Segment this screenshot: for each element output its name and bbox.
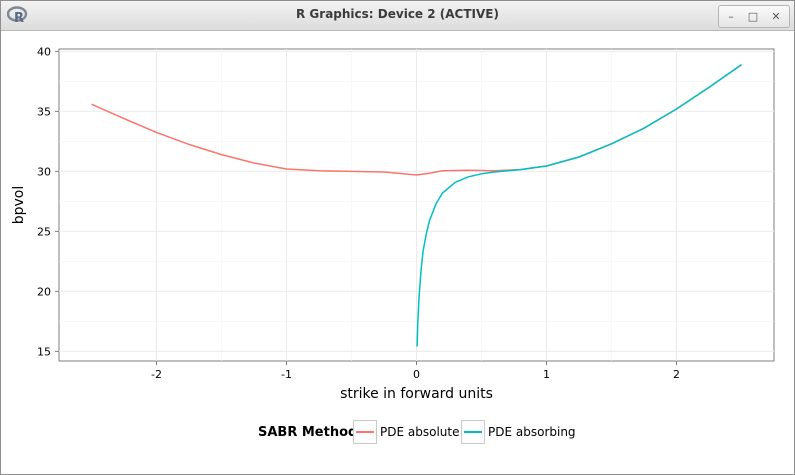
y-tick-label: 40 <box>37 45 51 58</box>
y-axis: 15 20 25 30 35 40 <box>37 45 59 358</box>
y-tick-label: 15 <box>37 345 51 358</box>
x-axis-label: strike in forward units <box>340 386 493 402</box>
maximize-button[interactable]: □ <box>742 6 764 27</box>
legend-label-pde-absorbing: PDE absorbing <box>488 425 576 439</box>
y-tick-label: 20 <box>37 285 51 298</box>
title-bar[interactable]: R R Graphics: Device 2 (ACTIVE) – □ ✕ <box>1 1 794 31</box>
chart-plot: -2 -1 0 1 2 15 20 25 30 35 40 strike in forward u… <box>11 45 775 402</box>
y-tick-label: 30 <box>37 165 51 178</box>
legend-key-pde-absolute <box>353 420 377 444</box>
legend-title: SABR Method <box>258 425 358 440</box>
minimize-icon: – <box>728 10 734 23</box>
y-tick-label: 25 <box>37 225 51 238</box>
grid-major <box>59 49 774 361</box>
legend-swatch-pde-absorbing <box>464 431 482 433</box>
x-tick-label: -2 <box>151 368 162 381</box>
legend-key-pde-absorbing <box>461 420 485 444</box>
legend: SABR Method PDE absolute PDE absorbing <box>1 419 794 447</box>
x-tick-label: 2 <box>673 368 680 381</box>
x-tick-label: 1 <box>543 368 550 381</box>
x-tick-label: -1 <box>281 368 292 381</box>
window-controls: – □ ✕ <box>718 5 790 28</box>
maximize-icon: □ <box>747 10 759 23</box>
legend-swatch-pde-absolute <box>356 431 374 433</box>
series-line-pde-absorbing <box>416 63 742 347</box>
y-tick-label: 35 <box>37 105 51 118</box>
minimize-button[interactable]: – <box>720 6 742 27</box>
window-title: R Graphics: Device 2 (ACTIVE) <box>296 7 499 21</box>
close-icon: ✕ <box>771 10 781 23</box>
x-tick-label: 0 <box>413 368 420 381</box>
series-layer <box>91 63 742 347</box>
close-button[interactable]: ✕ <box>765 6 787 27</box>
svg-text:R: R <box>14 11 24 25</box>
x-axis: -2 -1 0 1 2 <box>151 361 680 381</box>
y-axis-label: bpvol <box>11 186 27 225</box>
legend-label-pde-absolute: PDE absolute <box>380 425 460 439</box>
r-logo-icon: R <box>7 6 28 25</box>
